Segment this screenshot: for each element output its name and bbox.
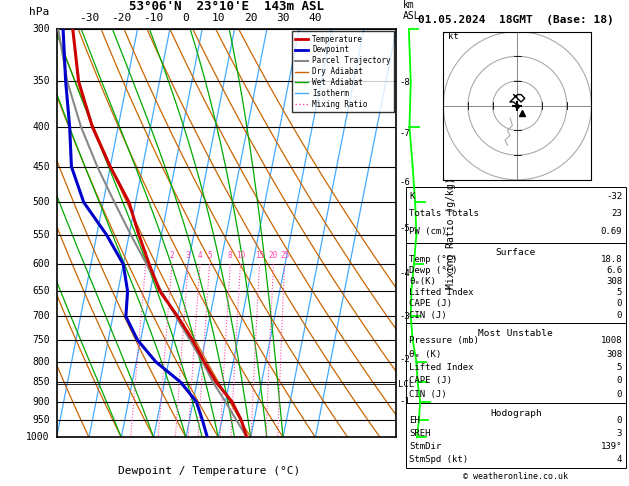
Text: Temp (°C): Temp (°C) — [409, 255, 458, 264]
Text: -4: -4 — [399, 269, 410, 278]
Text: CIN (J): CIN (J) — [409, 311, 447, 320]
Text: km
ASL: km ASL — [403, 0, 421, 21]
Text: 30: 30 — [276, 13, 290, 23]
Text: K: K — [409, 191, 415, 201]
Text: Lifted Index: Lifted Index — [409, 363, 474, 372]
Text: 500: 500 — [32, 197, 50, 208]
Text: Pressure (mb): Pressure (mb) — [409, 336, 479, 345]
Text: 0.69: 0.69 — [601, 227, 622, 236]
Text: Dewp (°C): Dewp (°C) — [409, 266, 458, 275]
Text: 0: 0 — [616, 376, 622, 385]
Legend: Temperature, Dewpoint, Parcel Trajectory, Dry Adiabat, Wet Adiabat, Isotherm, Mi: Temperature, Dewpoint, Parcel Trajectory… — [292, 32, 394, 112]
Text: Most Unstable: Most Unstable — [479, 329, 553, 338]
Text: 850: 850 — [32, 377, 50, 387]
Text: CAPE (J): CAPE (J) — [409, 299, 452, 309]
Text: Hodograph: Hodograph — [490, 409, 542, 418]
Text: 23: 23 — [611, 209, 622, 218]
Text: Totals Totals: Totals Totals — [409, 209, 479, 218]
Text: 3: 3 — [616, 429, 622, 438]
Text: -6: -6 — [399, 177, 410, 187]
Text: CAPE (J): CAPE (J) — [409, 376, 452, 385]
Text: -7: -7 — [399, 129, 410, 138]
Text: 4: 4 — [616, 454, 622, 464]
Text: 15: 15 — [255, 251, 264, 260]
Text: 700: 700 — [32, 312, 50, 321]
Text: -3: -3 — [399, 312, 410, 321]
Text: 1000: 1000 — [26, 433, 50, 442]
Text: 750: 750 — [32, 335, 50, 345]
Text: θₑ (K): θₑ (K) — [409, 349, 442, 359]
Text: 300: 300 — [32, 24, 50, 34]
Text: 3: 3 — [186, 251, 191, 260]
Text: CIN (J): CIN (J) — [409, 390, 447, 399]
Text: 308: 308 — [606, 349, 622, 359]
Text: 40: 40 — [309, 13, 322, 23]
Text: -32: -32 — [606, 191, 622, 201]
Text: 4: 4 — [198, 251, 203, 260]
Text: 650: 650 — [32, 286, 50, 296]
Text: 308: 308 — [606, 277, 622, 286]
Text: 550: 550 — [32, 230, 50, 240]
Text: 5: 5 — [616, 363, 622, 372]
Text: -30: -30 — [79, 13, 99, 23]
Text: EH: EH — [409, 416, 420, 425]
Text: Dewpoint / Temperature (°C): Dewpoint / Temperature (°C) — [118, 466, 301, 476]
Text: 950: 950 — [32, 415, 50, 425]
Text: 0: 0 — [182, 13, 189, 23]
Text: kt: kt — [448, 32, 459, 41]
Text: 10: 10 — [211, 13, 225, 23]
Text: 450: 450 — [32, 162, 50, 172]
Text: 01.05.2024  18GMT  (Base: 18): 01.05.2024 18GMT (Base: 18) — [418, 15, 614, 25]
Text: -20: -20 — [111, 13, 131, 23]
Text: Mixing Ratio (g/kg): Mixing Ratio (g/kg) — [445, 177, 455, 289]
Text: SREH: SREH — [409, 429, 431, 438]
Text: θₑ(K): θₑ(K) — [409, 277, 437, 286]
Text: 5: 5 — [207, 251, 212, 260]
Text: 350: 350 — [32, 76, 50, 87]
Text: 900: 900 — [32, 397, 50, 407]
Text: Lifted Index: Lifted Index — [409, 288, 474, 297]
Text: 1: 1 — [143, 251, 148, 260]
Text: 18.8: 18.8 — [601, 255, 622, 264]
Text: 20: 20 — [244, 13, 257, 23]
Text: hPa: hPa — [30, 7, 50, 17]
Text: 0: 0 — [616, 390, 622, 399]
Text: © weatheronline.co.uk: © weatheronline.co.uk — [464, 472, 568, 481]
Text: Surface: Surface — [496, 248, 536, 258]
Text: 53°06'N  23°10'E  143m ASL: 53°06'N 23°10'E 143m ASL — [129, 0, 324, 13]
Text: 0: 0 — [616, 416, 622, 425]
Text: 6.6: 6.6 — [606, 266, 622, 275]
Text: 139°: 139° — [601, 442, 622, 451]
Text: PW (cm): PW (cm) — [409, 227, 447, 236]
Text: -2: -2 — [399, 355, 410, 364]
Text: 400: 400 — [32, 122, 50, 132]
Text: -10: -10 — [143, 13, 164, 23]
Text: 800: 800 — [32, 357, 50, 367]
Text: StmSpd (kt): StmSpd (kt) — [409, 454, 469, 464]
Text: LCL: LCL — [398, 380, 414, 389]
Text: -5: -5 — [399, 224, 410, 233]
Text: -1: -1 — [399, 397, 410, 406]
Text: -8: -8 — [399, 78, 410, 87]
Text: 20: 20 — [269, 251, 278, 260]
Text: 25: 25 — [280, 251, 289, 260]
Text: 5: 5 — [616, 288, 622, 297]
Text: StmDir: StmDir — [409, 442, 442, 451]
Text: 10: 10 — [236, 251, 245, 260]
Text: 600: 600 — [32, 259, 50, 269]
Text: 0: 0 — [616, 299, 622, 309]
Text: 8: 8 — [228, 251, 233, 260]
Text: 2: 2 — [170, 251, 174, 260]
Text: 1008: 1008 — [601, 336, 622, 345]
Text: 0: 0 — [616, 311, 622, 320]
